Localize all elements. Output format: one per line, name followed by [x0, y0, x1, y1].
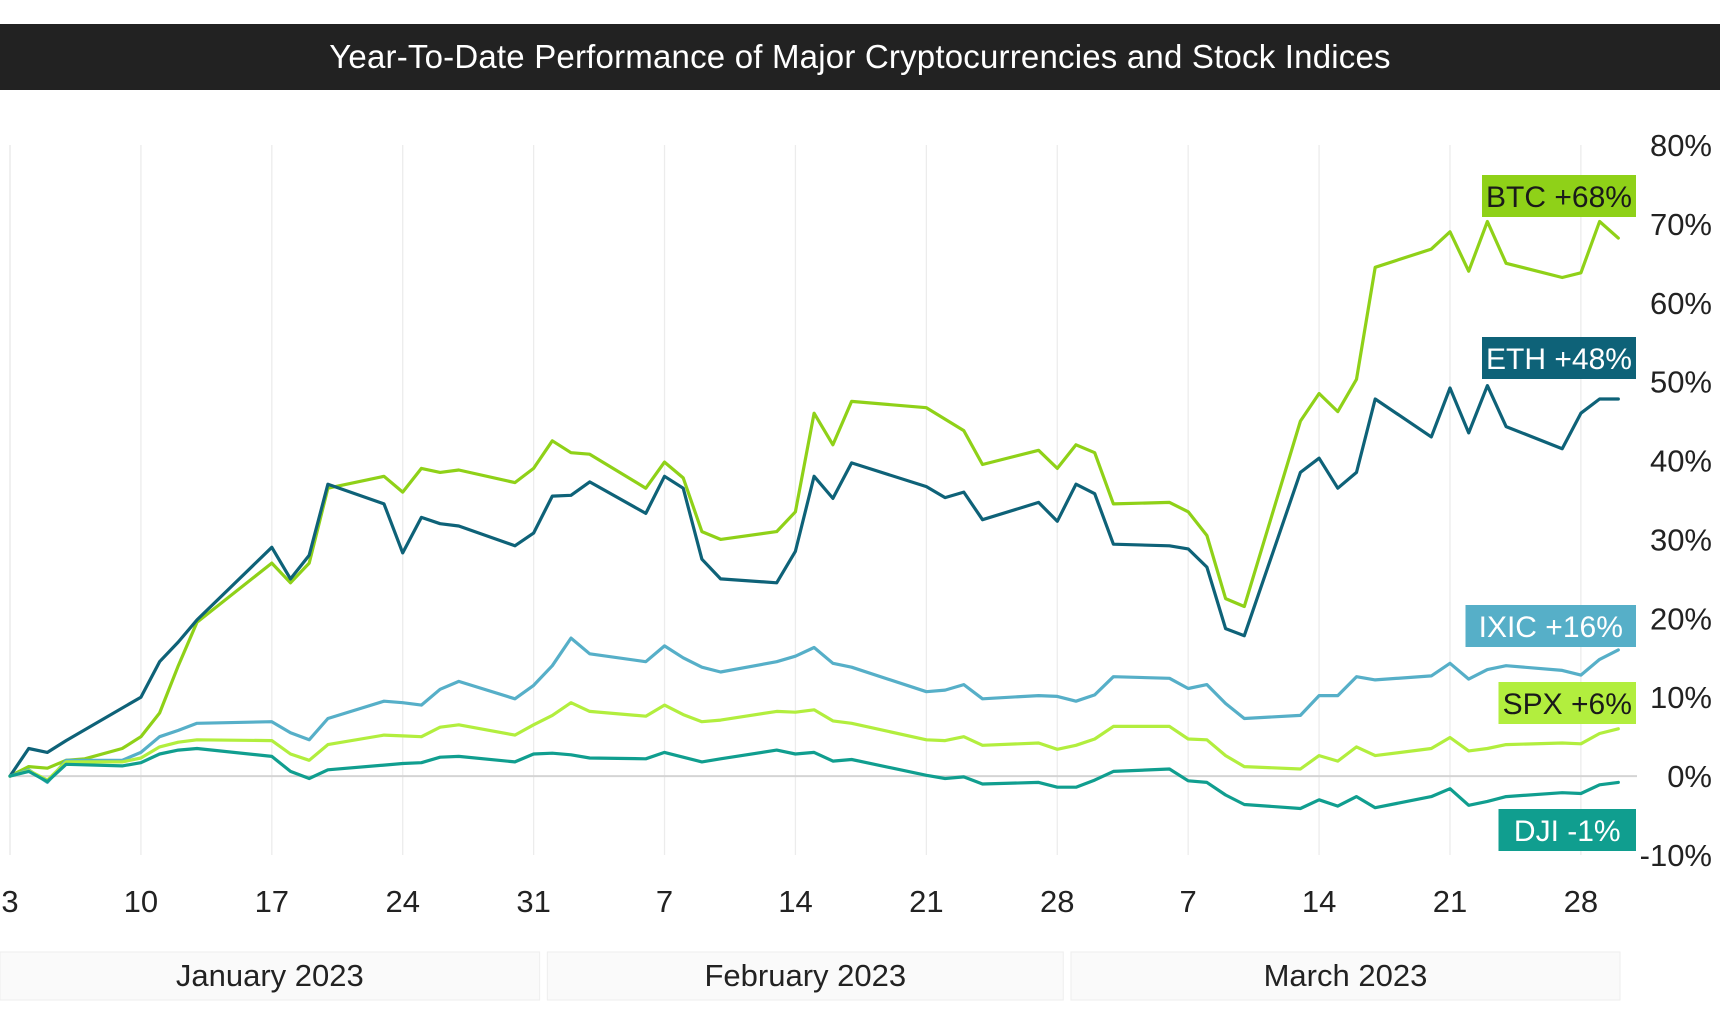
month-band: [0, 951, 541, 1001]
y-tick-label: 30%: [1650, 522, 1712, 557]
series-line-dji: [8, 746, 1620, 811]
x-tick-label: 21: [1433, 884, 1467, 919]
x-tick-label: 7: [1180, 884, 1197, 919]
month-axis: January 2023 February 2023 March 2023: [0, 951, 1621, 1001]
series-labels: BTC +68% ETH +48% IXIC +16% SPX +6% DJI -1%: [1465, 175, 1636, 851]
x-axis: 3 10 17 24 31 7 14 21 28 7 14 21 28: [1, 884, 1598, 919]
month-label: March 2023: [1264, 958, 1428, 993]
x-tick-label: 24: [385, 884, 419, 919]
x-tick-label: 14: [778, 884, 812, 919]
series-lines: [8, 219, 1620, 811]
month-label: February 2023: [704, 958, 906, 993]
series-label-box-eth: [1482, 337, 1636, 379]
y-tick-label: 70%: [1650, 207, 1712, 242]
y-tick-label: 60%: [1650, 286, 1712, 321]
x-tick-label: 28: [1564, 884, 1598, 919]
y-tick-label: 20%: [1650, 601, 1712, 636]
series-label-box-ixic: [1465, 605, 1636, 647]
grid-layer: [9, 145, 1637, 855]
series-label-box-btc: [1482, 175, 1636, 217]
y-axis: 80% 70% 60% 50% 40% 30% 20% 10% 0% -10%: [1640, 128, 1712, 873]
series-line-spx: [8, 701, 1620, 782]
x-tick-label: 28: [1040, 884, 1074, 919]
series-label-btc: BTC +68%: [1486, 181, 1632, 214]
series-line-btc: [8, 219, 1620, 778]
y-tick-label: 80%: [1650, 128, 1712, 163]
series-label-eth: ETH +48%: [1486, 343, 1632, 376]
series-line-eth: [8, 384, 1620, 778]
x-tick-label: 21: [909, 884, 943, 919]
y-tick-label: 10%: [1650, 680, 1712, 715]
y-tick-label: 0%: [1667, 759, 1712, 794]
y-tick-label: -10%: [1640, 838, 1712, 873]
x-tick-label: 7: [656, 884, 673, 919]
series-label-box-dji: [1498, 809, 1636, 851]
series-label-box-spx: [1498, 682, 1636, 724]
chart-title: Year-To-Date Performance of Major Crypto…: [0, 24, 1720, 90]
x-tick-label: 10: [124, 884, 158, 919]
series-line-ixic: [8, 636, 1620, 784]
month-band: [546, 951, 1064, 1001]
x-tick-label: 3: [1, 884, 18, 919]
x-tick-label: 17: [255, 884, 289, 919]
month-label: January 2023: [176, 958, 364, 993]
series-label-spx: SPX +6%: [1503, 688, 1632, 721]
y-tick-label: 50%: [1650, 365, 1712, 400]
y-tick-label: 40%: [1650, 444, 1712, 479]
x-tick-label: 31: [516, 884, 550, 919]
series-label-ixic: IXIC +16%: [1479, 611, 1623, 644]
series-label-dji: DJI -1%: [1514, 815, 1621, 848]
x-tick-label: 14: [1302, 884, 1336, 919]
month-band: [1070, 951, 1621, 1001]
